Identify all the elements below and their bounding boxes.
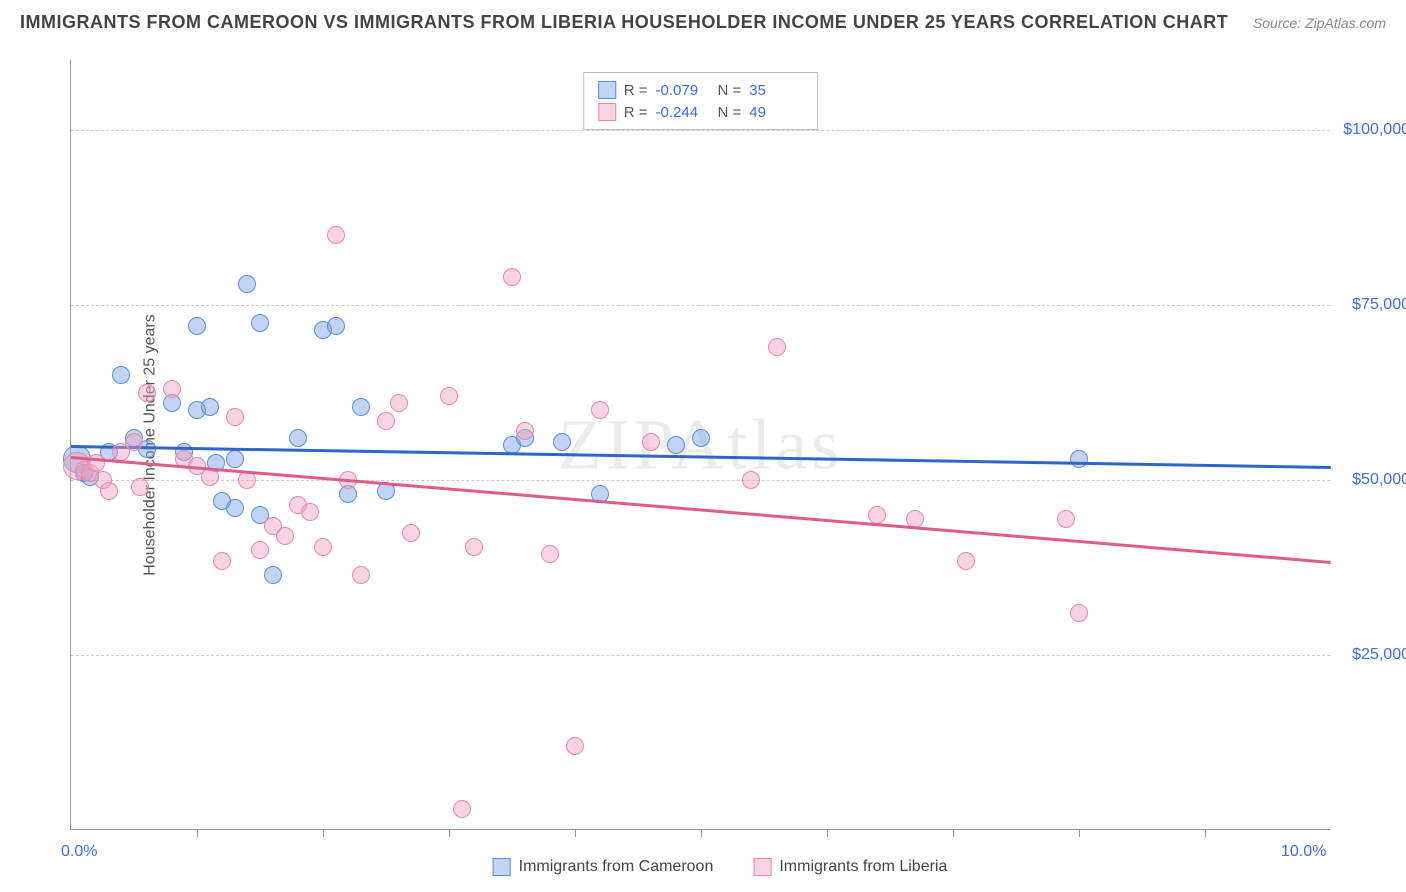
- scatter-point: [591, 401, 609, 419]
- scatter-point: [289, 429, 307, 447]
- scatter-point: [667, 436, 685, 454]
- scatter-point: [131, 478, 149, 496]
- scatter-point: [251, 541, 269, 559]
- scatter-point: [390, 394, 408, 412]
- scatter-point: [226, 408, 244, 426]
- y-tick-label: $50,000: [1352, 471, 1406, 489]
- stat-n-value: 35: [749, 82, 803, 99]
- legend-item: Immigrants from Liberia: [753, 858, 947, 876]
- scatter-point: [1070, 450, 1088, 468]
- scatter-point: [327, 317, 345, 335]
- chart-container: Householder Income Under 25 years ZIPAtl…: [50, 50, 1390, 840]
- x-tick-label: 10.0%: [1281, 843, 1326, 861]
- scatter-point: [868, 506, 886, 524]
- x-tick: [197, 829, 198, 837]
- scatter-point: [642, 433, 660, 451]
- scatter-point: [112, 366, 130, 384]
- x-tick-label: 0.0%: [61, 843, 97, 861]
- scatter-point: [226, 450, 244, 468]
- source-label: Source: ZipAtlas.com: [1253, 15, 1386, 31]
- scatter-point: [87, 454, 105, 472]
- scatter-point: [138, 384, 156, 402]
- scatter-point: [213, 552, 231, 570]
- stat-r-value: -0.244: [656, 104, 710, 121]
- legend: Immigrants from Cameroon Immigrants from …: [493, 858, 948, 876]
- stat-r-value: -0.079: [656, 82, 710, 99]
- scatter-point: [276, 527, 294, 545]
- x-tick: [323, 829, 324, 837]
- plot-area: ZIPAtlas R =-0.079N =35R =-0.244N =49 $2…: [70, 60, 1330, 830]
- chart-title: IMMIGRANTS FROM CAMEROON VS IMMIGRANTS F…: [20, 12, 1228, 33]
- stats-box: R = -0.079 N = 35 R = -0.244 N = 49: [583, 72, 819, 130]
- x-tick: [701, 829, 702, 837]
- scatter-point: [352, 398, 370, 416]
- scatter-point: [100, 482, 118, 500]
- scatter-point: [327, 226, 345, 244]
- scatter-point: [453, 800, 471, 818]
- scatter-point: [125, 433, 143, 451]
- trend-line: [71, 445, 1331, 468]
- scatter-point: [377, 412, 395, 430]
- gridline: [71, 655, 1330, 656]
- gridline: [71, 130, 1330, 131]
- legend-label: Immigrants from Liberia: [779, 858, 947, 876]
- legend-item: Immigrants from Cameroon: [493, 858, 714, 876]
- stat-n-label: N =: [718, 82, 742, 99]
- y-tick-label: $25,000: [1352, 646, 1406, 664]
- gridline: [71, 305, 1330, 306]
- scatter-point: [301, 503, 319, 521]
- stats-row: R = -0.244 N = 49: [598, 101, 804, 123]
- scatter-point: [906, 510, 924, 528]
- scatter-point: [541, 545, 559, 563]
- scatter-point: [516, 422, 534, 440]
- scatter-point: [226, 499, 244, 517]
- stats-row: R = -0.079 N = 35: [598, 79, 804, 101]
- scatter-point: [251, 314, 269, 332]
- scatter-point: [692, 429, 710, 447]
- legend-swatch: [493, 858, 511, 876]
- scatter-point: [1057, 510, 1075, 528]
- scatter-point: [402, 524, 420, 542]
- scatter-point: [238, 275, 256, 293]
- scatter-point: [264, 566, 282, 584]
- scatter-point: [314, 538, 332, 556]
- y-tick-label: $75,000: [1352, 296, 1406, 314]
- scatter-point: [440, 387, 458, 405]
- x-tick: [575, 829, 576, 837]
- x-tick: [827, 829, 828, 837]
- legend-label: Immigrants from Cameroon: [519, 858, 714, 876]
- x-tick: [953, 829, 954, 837]
- stat-n-label: N =: [718, 104, 742, 121]
- legend-swatch: [598, 81, 616, 99]
- scatter-point: [957, 552, 975, 570]
- stat-n-value: 49: [749, 104, 803, 121]
- y-tick-label: $100,000: [1343, 121, 1406, 139]
- legend-swatch: [598, 103, 616, 121]
- x-tick: [1079, 829, 1080, 837]
- x-tick: [449, 829, 450, 837]
- scatter-point: [465, 538, 483, 556]
- stat-r-label: R =: [624, 104, 648, 121]
- scatter-point: [566, 737, 584, 755]
- scatter-point: [188, 317, 206, 335]
- scatter-point: [768, 338, 786, 356]
- scatter-point: [553, 433, 571, 451]
- stat-r-label: R =: [624, 82, 648, 99]
- scatter-point: [742, 471, 760, 489]
- header: IMMIGRANTS FROM CAMEROON VS IMMIGRANTS F…: [0, 0, 1406, 41]
- legend-swatch: [753, 858, 771, 876]
- gridline: [71, 480, 1330, 481]
- scatter-point: [201, 398, 219, 416]
- x-tick: [1205, 829, 1206, 837]
- scatter-point: [163, 380, 181, 398]
- scatter-point: [503, 268, 521, 286]
- scatter-point: [1070, 604, 1088, 622]
- scatter-point: [352, 566, 370, 584]
